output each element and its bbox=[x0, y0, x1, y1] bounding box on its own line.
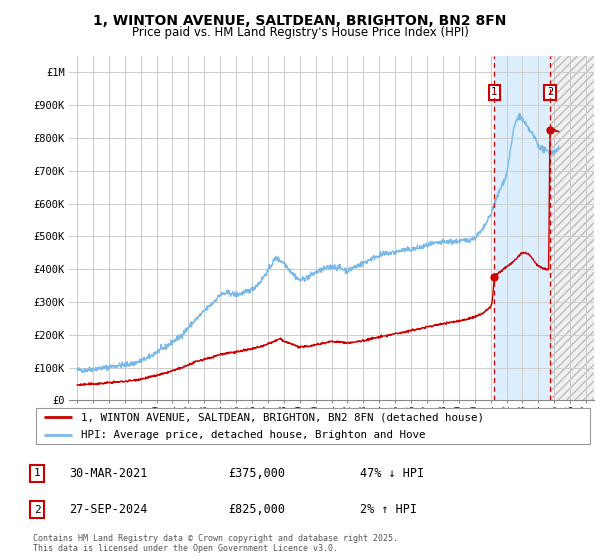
FancyBboxPatch shape bbox=[36, 408, 590, 444]
Text: 1, WINTON AVENUE, SALTDEAN, BRIGHTON, BN2 8FN (detached house): 1, WINTON AVENUE, SALTDEAN, BRIGHTON, BN… bbox=[80, 412, 484, 422]
Text: 27-SEP-2024: 27-SEP-2024 bbox=[69, 503, 148, 516]
Bar bbox=[550, 56, 594, 400]
Text: £375,000: £375,000 bbox=[228, 466, 285, 480]
Bar bbox=[494, 56, 550, 400]
Text: 1: 1 bbox=[491, 87, 497, 97]
Text: 2% ↑ HPI: 2% ↑ HPI bbox=[360, 503, 417, 516]
Text: 2: 2 bbox=[34, 505, 41, 515]
Text: 30-MAR-2021: 30-MAR-2021 bbox=[69, 466, 148, 480]
Text: 1, WINTON AVENUE, SALTDEAN, BRIGHTON, BN2 8FN: 1, WINTON AVENUE, SALTDEAN, BRIGHTON, BN… bbox=[94, 14, 506, 28]
Text: Price paid vs. HM Land Registry's House Price Index (HPI): Price paid vs. HM Land Registry's House … bbox=[131, 26, 469, 39]
Text: 1: 1 bbox=[34, 468, 41, 478]
Text: Contains HM Land Registry data © Crown copyright and database right 2025.
This d: Contains HM Land Registry data © Crown c… bbox=[33, 534, 398, 553]
Text: 47% ↓ HPI: 47% ↓ HPI bbox=[360, 466, 424, 480]
Text: HPI: Average price, detached house, Brighton and Hove: HPI: Average price, detached house, Brig… bbox=[80, 430, 425, 440]
Text: 2: 2 bbox=[547, 87, 553, 97]
Text: £825,000: £825,000 bbox=[228, 503, 285, 516]
